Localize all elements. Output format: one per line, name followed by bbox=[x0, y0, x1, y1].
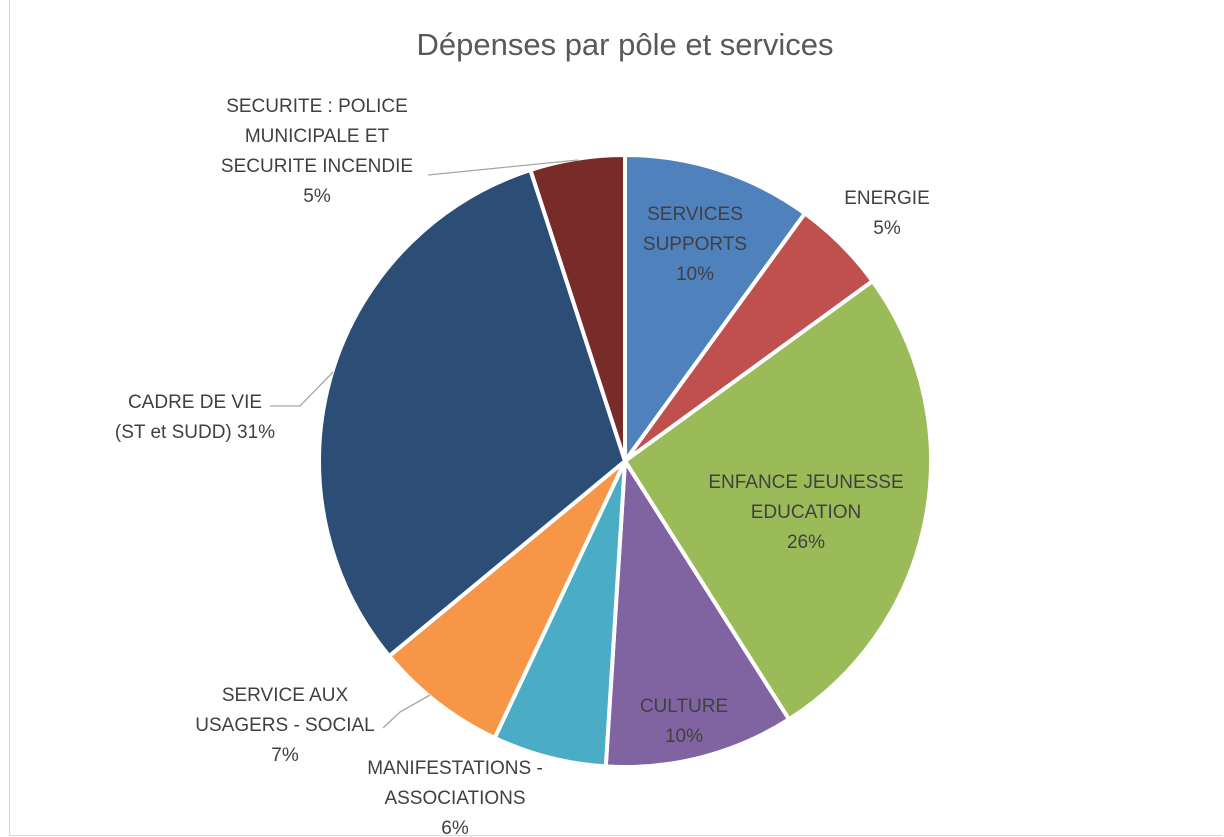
data-label-line: USAGERS - SOCIAL bbox=[195, 715, 375, 736]
data-label-line: CADRE DE VIE bbox=[128, 392, 262, 413]
data-label-line: SERVICES bbox=[647, 204, 743, 225]
slice-data-label: SERVICE AUX USAGERS - SOCIAL 7% bbox=[195, 685, 375, 766]
data-label-line: (ST et SUDD) 31% bbox=[115, 422, 275, 443]
slice-data-label: ENFANCE JEUNESSE EDUCATION 26% bbox=[708, 472, 903, 553]
leader-line bbox=[427, 159, 579, 176]
leader-line bbox=[270, 371, 334, 407]
slice-data-label: SECURITE : POLICE MUNICIPALE ET SECURITE I… bbox=[221, 96, 413, 207]
data-labels: SERVICES SUPPORTS 10% ENERGIE 5% ENFANCE JEUN… bbox=[115, 96, 930, 837]
data-label-line: ENFANCE JEUNESSE bbox=[708, 472, 903, 493]
data-label-line: 10% bbox=[665, 726, 703, 747]
data-label-line: 5% bbox=[873, 218, 901, 239]
pie-slice bbox=[528, 153, 627, 463]
pie-slice bbox=[623, 279, 933, 722]
data-label-line: ASSOCIATIONS bbox=[384, 788, 525, 809]
data-label-line: SECURITE : POLICE bbox=[226, 96, 408, 117]
data-label-line: ENERGIE bbox=[844, 188, 930, 209]
data-label-line: EDUCATION bbox=[751, 502, 861, 523]
data-label-line: MANIFESTATIONS - bbox=[367, 758, 543, 779]
data-label-line: 7% bbox=[271, 745, 299, 766]
data-label-line: SECURITE INCENDIE bbox=[221, 156, 413, 177]
data-label-line: MUNICIPALE ET bbox=[245, 126, 390, 147]
chart-title: Dépenses par pôle et services bbox=[416, 27, 833, 62]
data-label-line: SERVICE AUX bbox=[222, 685, 349, 706]
data-label-line: 26% bbox=[787, 532, 825, 553]
slice-data-label: CADRE DE VIE (ST et SUDD) 31% bbox=[115, 392, 275, 443]
data-label-line: 6% bbox=[441, 818, 469, 837]
pie-slice bbox=[623, 153, 807, 463]
data-label-line: CULTURE bbox=[640, 696, 728, 717]
slice-data-label: CULTURE 10% bbox=[640, 696, 728, 747]
data-label-line: 10% bbox=[676, 264, 714, 285]
pie-slices bbox=[317, 153, 933, 769]
leader-line bbox=[382, 694, 431, 729]
pie-slice bbox=[317, 167, 627, 659]
data-label-line: 5% bbox=[303, 186, 331, 207]
pie-slice bbox=[387, 459, 627, 740]
slice-data-label: MANIFESTATIONS - ASSOCIATIONS 6% bbox=[367, 758, 543, 837]
pie-slice bbox=[603, 459, 791, 769]
leader-lines bbox=[270, 159, 579, 729]
data-label-line: SUPPORTS bbox=[643, 234, 747, 255]
slice-data-label: ENERGIE 5% bbox=[844, 188, 930, 239]
slice-data-label: SERVICES SUPPORTS 10% bbox=[643, 204, 747, 285]
